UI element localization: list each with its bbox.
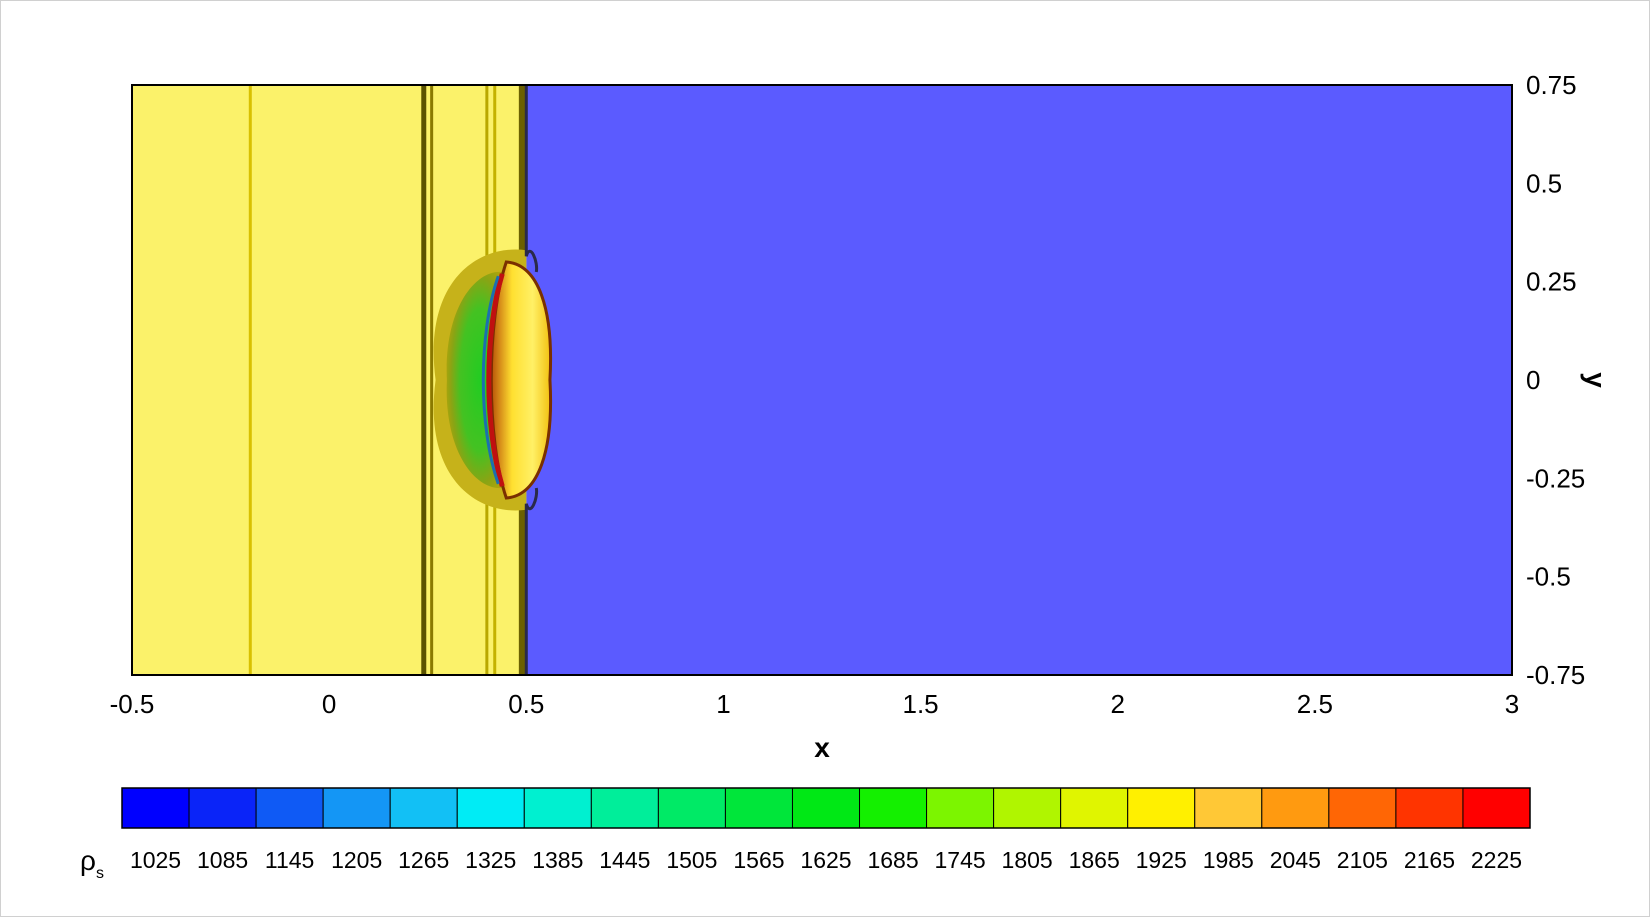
colorbar-swatch	[993, 787, 1062, 829]
plot-frame	[131, 84, 1513, 676]
colorbar-swatch	[1328, 787, 1397, 829]
colorbar-swatch	[255, 787, 324, 829]
colorbar-tick-label: 2225	[1471, 847, 1522, 873]
wave-line	[421, 85, 427, 675]
interface-red-rim	[486, 273, 505, 487]
x-axis-ticks: -0.5 0 0.5 1 1.5 2 2.5 3	[110, 689, 1520, 719]
colorbar-swatch	[1395, 787, 1464, 829]
y-tick-label: -0.25	[1526, 463, 1585, 493]
colorbar-swatch	[724, 787, 793, 829]
colorbar-tick-label: 1505	[666, 847, 717, 873]
y-tick-label: 0.5	[1526, 168, 1562, 198]
x-axis-label: x	[814, 732, 830, 763]
colorbar-tick-label: 1565	[733, 847, 784, 873]
colorbar-label: ρs	[80, 845, 104, 882]
colorbar-tick-label: 1625	[800, 847, 851, 873]
density-field	[132, 85, 1512, 675]
colorbar-swatch	[657, 787, 726, 829]
wave-line	[248, 85, 252, 675]
y-tick-label: -0.5	[1526, 562, 1571, 592]
colorbar-swatch	[523, 787, 592, 829]
colorbar-swatch	[1060, 787, 1129, 829]
colorbar-swatch	[188, 787, 257, 829]
colorbar-label-subscript: s	[96, 865, 104, 882]
y-tick-label: 0.75	[1526, 70, 1577, 100]
colorbar-swatch	[456, 787, 525, 829]
colorbar-tick-label: 2165	[1404, 847, 1455, 873]
x-tick-label: 1	[716, 689, 730, 719]
colorbar-tick-label: 1385	[532, 847, 583, 873]
colorbar-tick-label: 1805	[1002, 847, 1053, 873]
colorbar-tick-label: 1325	[465, 847, 516, 873]
colorbar-tick-label: 1925	[1136, 847, 1187, 873]
colorbar-swatch	[926, 787, 995, 829]
colorbar-tick-label: 1865	[1069, 847, 1120, 873]
colorbar-tick-label: 1985	[1203, 847, 1254, 873]
colorbar-tick-label: 1445	[599, 847, 650, 873]
interface-bulge	[489, 260, 553, 500]
colorbar-swatch	[121, 787, 190, 829]
colorbar-tick-label: 1145	[265, 847, 314, 873]
colorbar-tick-label: 1265	[398, 847, 449, 873]
colorbar-swatch	[389, 787, 458, 829]
colorbar-swatch	[322, 787, 391, 829]
y-tick-label: 0.25	[1526, 267, 1577, 297]
interface-blue-edge	[481, 275, 500, 485]
colorbar-swatch	[1194, 787, 1263, 829]
colorbar-swatch	[1462, 787, 1531, 829]
colorbar-swatch	[859, 787, 928, 829]
x-tick-label: -0.5	[110, 689, 155, 719]
colorbar-tick-label: 2105	[1337, 847, 1388, 873]
colorbar-swatch	[1261, 787, 1330, 829]
x-tick-label: 0	[322, 689, 336, 719]
y-tick-label: -0.75	[1526, 660, 1585, 690]
colorbar-tick-label: 1685	[867, 847, 918, 873]
x-tick-label: 3	[1505, 689, 1519, 719]
colorbar-tick-label: 1205	[331, 847, 382, 873]
colorbar-label-symbol: ρ	[80, 845, 96, 876]
x-tick-label: 2	[1110, 689, 1124, 719]
wave-line	[430, 85, 434, 675]
colorbar-swatch	[590, 787, 659, 829]
x-tick-label: 0.5	[508, 689, 544, 719]
x-tick-label: 1.5	[902, 689, 938, 719]
colorbar	[121, 787, 1531, 829]
x-tick-label: 2.5	[1297, 689, 1333, 719]
colorbar-swatch	[1127, 787, 1196, 829]
colorbar-frame	[121, 787, 1531, 829]
colorbar-swatch	[791, 787, 861, 829]
y-tick-label: 0	[1526, 365, 1540, 395]
colorbar-tick-label: 1085	[197, 847, 248, 873]
y-axis-ticks: 0.75 0.5 0.25 0 -0.25 -0.5 -0.75	[1526, 70, 1585, 690]
colorbar-tick-label: 2045	[1270, 847, 1321, 873]
colorbar-tick-label: 1025	[130, 847, 181, 873]
colorbar-tick-label: 1745	[935, 847, 986, 873]
y-axis-label: y	[1581, 372, 1612, 388]
material-interface-line	[524, 85, 539, 675]
colorbar-ticks: 1025 1085 1145 1205 1265 1325 1385 1445 1505 1565…	[130, 847, 1522, 873]
